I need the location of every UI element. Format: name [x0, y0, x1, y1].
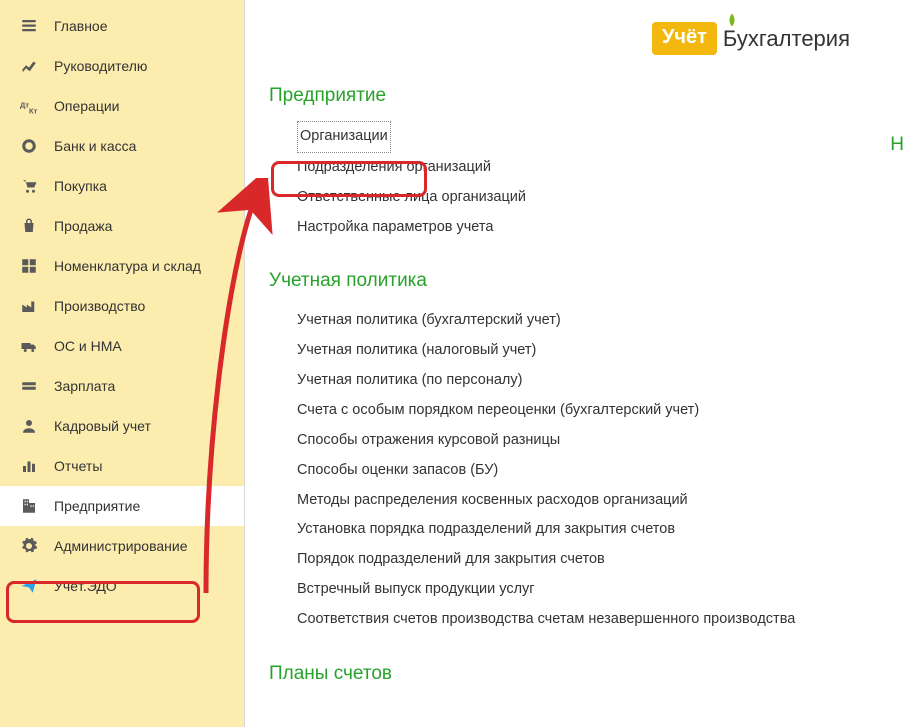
sidebar-item-bank[interactable]: Банк и касса	[0, 126, 244, 166]
paper-plane-icon	[18, 577, 40, 595]
sidebar-item-label: Продажа	[54, 218, 112, 234]
sidebar-item-stock[interactable]: Номенклатура и склад	[0, 246, 244, 286]
svg-text:Дт: Дт	[20, 101, 29, 110]
cart-icon	[18, 177, 40, 195]
section-title-enterprise: Предприятие	[269, 85, 880, 107]
sidebar-item-purchase[interactable]: Покупка	[0, 166, 244, 206]
link-item[interactable]: Методы распределения косвенных расходов …	[297, 486, 880, 516]
link-organizations[interactable]: Организации	[297, 121, 880, 153]
link-item[interactable]: Порядок подразделений для закрытия счето…	[297, 545, 880, 575]
link-item[interactable]: Встречный выпуск продукции услуг	[297, 575, 880, 605]
sidebar-item-label: Кадровый учет	[54, 418, 151, 434]
sidebar-item-label: Зарплата	[54, 378, 115, 394]
logo-text: Бухгалтерия	[723, 26, 850, 52]
trend-icon	[18, 57, 40, 75]
link-item[interactable]: Способы отражения курсовой разницы	[297, 426, 880, 456]
sidebar-item-salary[interactable]: Зарплата	[0, 366, 244, 406]
sidebar-item-hr[interactable]: Кадровый учет	[0, 406, 244, 446]
building-icon	[18, 497, 40, 515]
sidebar-item-label: Номенклатура и склад	[54, 258, 201, 274]
sidebar-item-assets[interactable]: ОС и НМА	[0, 326, 244, 366]
link-responsible[interactable]: Ответственные лица организаций	[297, 183, 880, 213]
link-list-enterprise: Организации Подразделения организаций От…	[269, 121, 880, 242]
factory-icon	[18, 297, 40, 315]
sidebar-item-enterprise[interactable]: Предприятие	[0, 486, 244, 526]
sidebar-item-operations[interactable]: ДтКт Операции	[0, 86, 244, 126]
sidebar-item-label: Отчеты	[54, 458, 102, 474]
link-list-policy: Учетная политика (бухгалтерский учет) Уч…	[269, 306, 880, 634]
link-item[interactable]: Учетная политика (бухгалтерский учет)	[297, 306, 880, 336]
gear-icon	[18, 537, 40, 555]
logo-badge: Учёт	[652, 22, 717, 55]
operations-icon: ДтКт	[18, 97, 40, 115]
sidebar-item-admin[interactable]: Администрирование	[0, 526, 244, 566]
bag-icon	[18, 217, 40, 235]
logo: Учёт Бухгалтерия	[652, 22, 850, 55]
sidebar-item-label: Учёт.ЭДО	[54, 578, 117, 594]
link-item[interactable]: Установка порядка подразделений для закр…	[297, 515, 880, 545]
link-item[interactable]: Учетная политика (налоговый учет)	[297, 336, 880, 366]
logo-row: Учёт Бухгалтерия	[269, 0, 880, 55]
sidebar-item-label: Банк и касса	[54, 138, 136, 154]
sidebar-item-label: Руководителю	[54, 58, 147, 74]
main-panel: Учёт Бухгалтерия Н Предприятие Организац…	[245, 0, 904, 727]
sidebar-item-label: ОС и НМА	[54, 338, 122, 354]
section-title-policy: Учетная политика	[269, 270, 880, 292]
link-item[interactable]: Способы оценки запасов (БУ)	[297, 456, 880, 486]
leaf-icon	[724, 12, 740, 31]
menu-icon	[18, 17, 40, 35]
sidebar-item-label: Покупка	[54, 178, 107, 194]
sidebar-item-sale[interactable]: Продажа	[0, 206, 244, 246]
link-item[interactable]: Соответствия счетов производства счетам …	[297, 605, 880, 635]
sidebar: Главное Руководителю ДтКт Операции Банк …	[0, 0, 245, 727]
truck-icon	[18, 337, 40, 355]
coin-icon	[18, 137, 40, 155]
money-icon	[18, 377, 40, 395]
truncated-heading: Н	[890, 134, 904, 156]
svg-text:Кт: Кт	[29, 107, 38, 116]
sidebar-item-label: Администрирование	[54, 538, 188, 554]
sidebar-item-manager[interactable]: Руководителю	[0, 46, 244, 86]
sidebar-item-edo[interactable]: Учёт.ЭДО	[0, 566, 244, 606]
sidebar-item-label: Предприятие	[54, 498, 140, 514]
sidebar-item-production[interactable]: Производство	[0, 286, 244, 326]
chart-icon	[18, 457, 40, 475]
link-item[interactable]: Учетная политика (по персоналу)	[297, 366, 880, 396]
section-title-accounts: Планы счетов	[269, 663, 880, 685]
sidebar-item-label: Производство	[54, 298, 145, 314]
link-item[interactable]: Счета с особым порядком переоценки (бухг…	[297, 396, 880, 426]
sidebar-item-label: Операции	[54, 98, 120, 114]
sidebar-item-reports[interactable]: Отчеты	[0, 446, 244, 486]
link-departments[interactable]: Подразделения организаций	[297, 153, 880, 183]
link-params[interactable]: Настройка параметров учета	[297, 213, 880, 243]
person-icon	[18, 417, 40, 435]
boxes-icon	[18, 257, 40, 275]
sidebar-item-main[interactable]: Главное	[0, 6, 244, 46]
sidebar-item-label: Главное	[54, 18, 108, 34]
